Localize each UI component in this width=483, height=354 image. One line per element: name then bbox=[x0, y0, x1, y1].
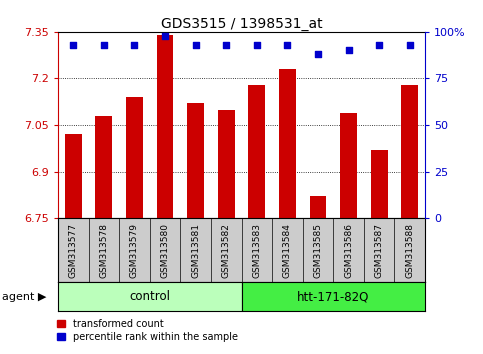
Point bbox=[130, 42, 138, 48]
Point bbox=[70, 42, 77, 48]
Text: GSM313583: GSM313583 bbox=[252, 223, 261, 278]
Bar bbox=[371, 150, 387, 218]
Text: GSM313580: GSM313580 bbox=[160, 223, 170, 278]
Point bbox=[192, 42, 199, 48]
Point bbox=[345, 48, 353, 53]
Text: control: control bbox=[129, 290, 170, 303]
Text: htt-171-82Q: htt-171-82Q bbox=[297, 290, 369, 303]
Bar bbox=[65, 135, 82, 218]
Bar bbox=[156, 35, 173, 218]
Text: GSM313578: GSM313578 bbox=[99, 223, 108, 278]
Bar bbox=[218, 109, 235, 218]
Legend: transformed count, percentile rank within the sample: transformed count, percentile rank withi… bbox=[53, 315, 242, 346]
Text: GSM313588: GSM313588 bbox=[405, 223, 414, 278]
Point bbox=[253, 42, 261, 48]
Bar bbox=[340, 113, 357, 218]
Point bbox=[375, 42, 383, 48]
Bar bbox=[248, 85, 265, 218]
Text: agent ▶: agent ▶ bbox=[2, 292, 47, 302]
Point bbox=[284, 42, 291, 48]
Text: GSM313585: GSM313585 bbox=[313, 223, 323, 278]
Title: GDS3515 / 1398531_at: GDS3515 / 1398531_at bbox=[161, 17, 322, 31]
Text: GSM313579: GSM313579 bbox=[130, 223, 139, 278]
Text: GSM313577: GSM313577 bbox=[69, 223, 78, 278]
Bar bbox=[242, 282, 425, 312]
Text: GSM313584: GSM313584 bbox=[283, 223, 292, 278]
Point bbox=[314, 51, 322, 57]
Bar bbox=[58, 282, 242, 312]
Bar bbox=[279, 69, 296, 218]
Bar bbox=[401, 85, 418, 218]
Point bbox=[222, 42, 230, 48]
Bar bbox=[96, 116, 112, 218]
Text: GSM313582: GSM313582 bbox=[222, 223, 231, 278]
Text: GSM313581: GSM313581 bbox=[191, 223, 200, 278]
Text: GSM313587: GSM313587 bbox=[375, 223, 384, 278]
Point bbox=[406, 42, 413, 48]
Bar bbox=[187, 103, 204, 218]
Bar bbox=[126, 97, 143, 218]
Point bbox=[100, 42, 108, 48]
Text: GSM313586: GSM313586 bbox=[344, 223, 353, 278]
Point bbox=[161, 33, 169, 39]
Bar bbox=[310, 196, 327, 218]
